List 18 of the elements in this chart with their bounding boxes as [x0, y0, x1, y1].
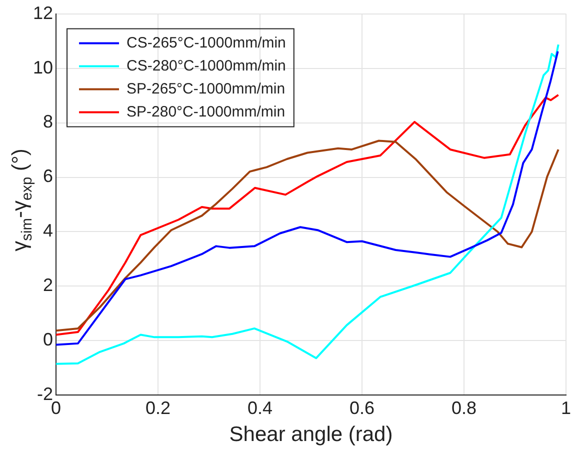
- legend-label: CS-265°C-1000mm/min: [126, 34, 286, 52]
- legend-label: SP-280°C-1000mm/min: [126, 103, 286, 120]
- x-tick-label: 0.2: [146, 398, 171, 418]
- x-tick-label: 0.8: [451, 398, 477, 418]
- y-tick-label: 0: [43, 330, 54, 350]
- y-tick-label: 4: [43, 220, 54, 241]
- x-tick-label: 0.6: [349, 398, 375, 418]
- legend-label: SP-265°C-1000mm/min: [126, 80, 286, 98]
- x-tick-label: 1: [560, 398, 571, 418]
- y-tick-label: 2: [43, 275, 54, 296]
- y-tick-label: -2: [37, 384, 54, 404]
- y-tick-label: 8: [43, 112, 54, 132]
- y-tick-label: 12: [32, 2, 54, 23]
- x-axis-title: Shear angle (rad): [229, 423, 393, 446]
- y-tick-label: 6: [43, 166, 54, 186]
- y-tick-label: 10: [32, 57, 54, 78]
- legend-label: CS-280°C-1000mm/min: [126, 57, 286, 74]
- x-tick-label: 0.4: [247, 398, 273, 418]
